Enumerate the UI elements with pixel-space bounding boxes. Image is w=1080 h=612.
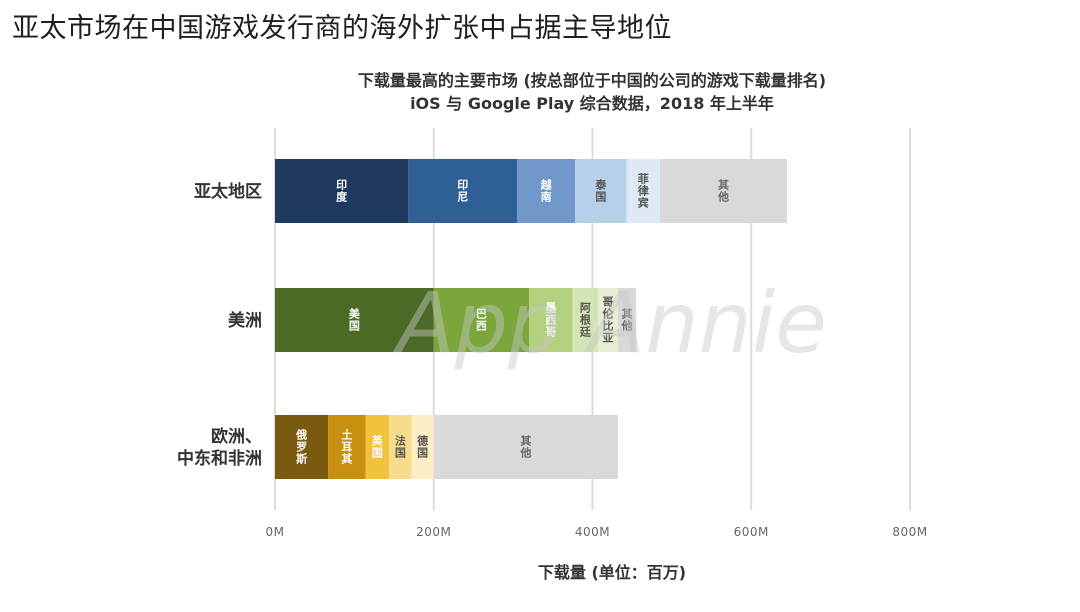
x-tick-label: 200M [416, 525, 451, 539]
segment-label: 土耳其 [341, 428, 352, 466]
segment-label: 哥伦比亚 [602, 296, 614, 345]
watermark: App Annie [392, 274, 827, 372]
segment-label: 印度 [336, 179, 348, 204]
segment-label: 泰国 [594, 178, 607, 204]
bar-segment [433, 415, 618, 479]
x-tick-label: 400M [575, 525, 610, 539]
x-tick-label: 600M [734, 525, 769, 539]
segment-label: 越南 [540, 178, 553, 204]
bar-segment [328, 415, 366, 479]
segment-label: 菲律宾 [637, 172, 649, 210]
x-tick-label: 800M [892, 525, 927, 539]
bar-segment [411, 415, 434, 479]
segment-label: 墨西哥 [545, 302, 556, 339]
chart-subtitle: iOS 与 Google Play 综合数据，2018 年上半年 [410, 94, 774, 113]
x-tick-label: 0M [266, 525, 285, 539]
segment-label: 巴西 [476, 308, 487, 333]
chart-title: 下载量最高的主要市场 (按总部位于中国的公司的游戏下载量排名) [358, 71, 826, 90]
bar-segment [517, 159, 576, 223]
segment-label: 俄罗斯 [295, 428, 307, 466]
bar-segment [529, 288, 573, 352]
page-title: 亚太市场在中国游戏发行商的海外扩张中占据主导地位 [12, 13, 672, 44]
bar-segment [617, 288, 637, 352]
bar-segment [598, 288, 618, 352]
category-label: 亚太地区 [194, 181, 262, 202]
segment-label: 其他 [717, 178, 729, 204]
category-label: 美洲 [228, 310, 262, 331]
segment-label: 阿根廷 [579, 301, 592, 339]
segment-label: 其他 [621, 307, 633, 333]
bars: 印度印尼越南泰国菲律宾其他美国巴西墨西哥阿根廷哥伦比亚其他俄罗斯土耳其英国法国德… [275, 159, 787, 479]
bar-segment [389, 415, 412, 479]
x-axis-label: 下载量 (单位：百万) [538, 563, 686, 582]
segment-label: 美国 [349, 307, 361, 333]
bar-segment [365, 415, 390, 479]
bar-segment [275, 415, 329, 479]
bar-segment [275, 159, 409, 223]
bar-segment [433, 288, 529, 352]
bar-segment [626, 159, 660, 223]
bar-segment [275, 288, 434, 352]
bar-segment [659, 159, 787, 223]
bar-segment [572, 288, 599, 352]
segment-label: 英国 [371, 434, 384, 460]
segment-label: 印尼 [457, 179, 468, 204]
x-axis-ticks: 0M 200M 400M 600M 800M [266, 525, 928, 539]
segment-label: 法国 [395, 434, 406, 460]
segment-label: 其他 [519, 434, 531, 460]
bar-segment [408, 159, 518, 223]
category-label: 欧洲、中东和非洲 [177, 426, 262, 469]
bar-segment [575, 159, 627, 223]
segment-label: 德国 [416, 434, 428, 460]
